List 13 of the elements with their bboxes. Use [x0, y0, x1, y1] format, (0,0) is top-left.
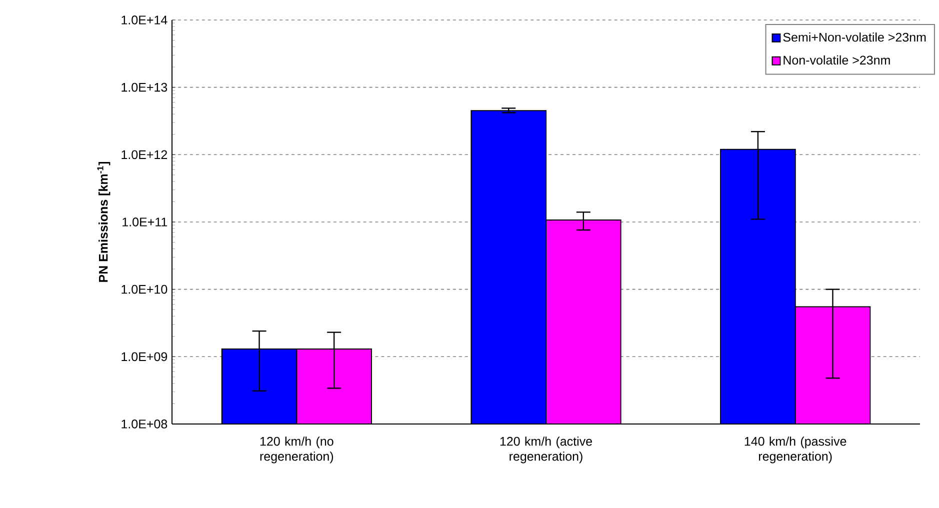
y-tick-label: 1.0E+10: [122, 284, 168, 294]
y-tick-label: 1.0E+11: [122, 218, 168, 226]
y-tick-label: 1.0E+09: [122, 352, 168, 362]
y-tick-label: 1.0E+14: [122, 16, 168, 24]
legend-label: Non-volatile >23nm: [784, 55, 890, 65]
x-tick-label: 120 km/h (active regeneration): [500, 436, 592, 464]
x-tick-label: 140 km/h (passive regeneration): [744, 436, 846, 464]
y-tick-label: 1.0E+13: [122, 82, 168, 92]
y-axis-title: PN Emissions [km$^{-1}$]: [97, 162, 110, 282]
x-tick-label: 120 km/h (no regeneration): [260, 436, 334, 464]
y-tick-label: 1.0E+08: [122, 420, 168, 428]
y-tick-label: 1.0E+12: [122, 150, 168, 160]
legend-label: Semi+Non-volatile >23nm: [783, 32, 926, 42]
